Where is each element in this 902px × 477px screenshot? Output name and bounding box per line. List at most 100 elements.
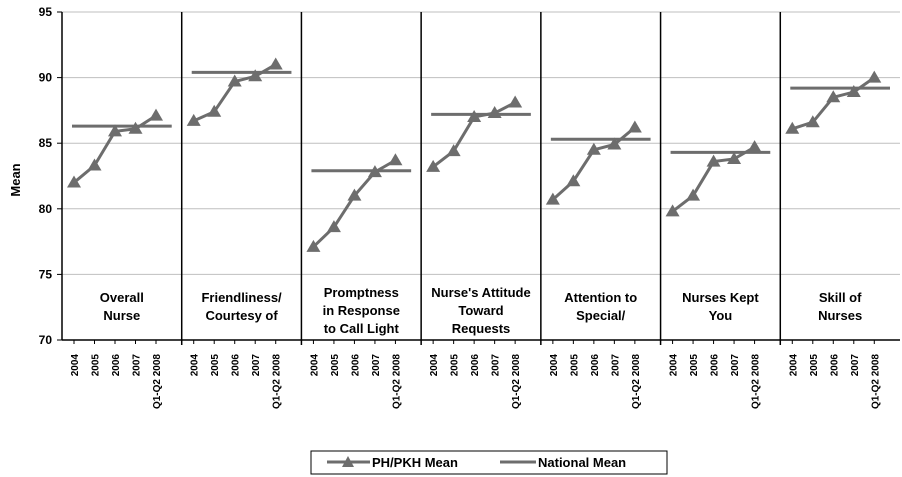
x-tick-label: 2007 (251, 354, 262, 377)
x-tick-label: Q1-Q2 2008 (870, 354, 881, 409)
legend: PH/PKH Mean National Mean (310, 450, 668, 475)
phpkh-marker (306, 239, 321, 252)
x-tick-label: 2004 (190, 354, 201, 377)
panel-label: Nurse (103, 308, 140, 323)
phpkh-marker (426, 159, 441, 172)
x-tick-label: Q1-Q2 2008 (272, 354, 283, 409)
x-tick-label: 2006 (111, 354, 122, 377)
phpkh-marker (566, 174, 581, 187)
legend-triangle-marker (342, 456, 354, 467)
phpkh-marker (487, 106, 502, 119)
panel-label: Courtesy of (205, 308, 278, 323)
x-tick-label: 2004 (309, 354, 320, 377)
phpkh-marker (508, 95, 523, 108)
x-tick-label: Q1-Q2 2008 (511, 354, 522, 409)
phpkh-marker (627, 120, 642, 133)
x-tick-label: 2007 (610, 354, 621, 377)
axes: 70 75 80 85 90 95 (39, 5, 900, 347)
phpkh-marker (747, 140, 762, 153)
x-tick-label: 2006 (829, 354, 840, 377)
phpkh-series-line (312, 158, 397, 248)
x-tick-label: 2007 (491, 354, 502, 377)
panel-label: to Call Light (324, 321, 400, 336)
phpkh-marker (607, 137, 622, 150)
x-tick-label: 2004 (788, 354, 799, 377)
panel-label: in Response (323, 303, 400, 318)
phpkh-marker (248, 69, 263, 82)
phpkh-marker (727, 151, 742, 164)
panel-label: Requests (452, 321, 511, 336)
phpkh-marker (665, 204, 680, 217)
x-tick-label: 2004 (429, 354, 440, 377)
legend-label-phpkh: PH/PKH Mean (372, 455, 458, 470)
panel-label: You (709, 308, 733, 323)
panel-label: Nurse's Attitude (431, 285, 530, 300)
phpkh-marker (785, 121, 800, 134)
x-tick-label: 2005 (91, 354, 102, 377)
x-tick-label: 2005 (689, 354, 700, 377)
x-tick-label: Q1-Q2 2008 (152, 354, 163, 409)
x-tick-label: Q1-Q2 2008 (631, 354, 642, 409)
y-axis-title: Mean (8, 163, 23, 196)
y-tick-label: 90 (39, 71, 53, 85)
phpkh-marker (367, 165, 382, 178)
panel-label: Friendliness/ (201, 290, 282, 305)
phpkh-marker (586, 142, 601, 155)
phpkh-marker (867, 70, 882, 83)
panel-label: Toward (458, 303, 503, 318)
panel-label: Promptness (324, 285, 399, 300)
y-tick-label: 95 (39, 5, 53, 19)
x-tick-label: 2006 (470, 354, 481, 377)
x-tick-label: 2005 (210, 354, 221, 377)
x-tick-label: 2007 (371, 354, 382, 377)
x-tick-label: Q1-Q2 2008 (391, 354, 402, 409)
phpkh-marker (826, 90, 841, 103)
phpkh-marker (67, 175, 81, 188)
x-tick-label: 2007 (132, 354, 143, 377)
x-tick-label: 2006 (231, 354, 242, 377)
x-tick-label: 2005 (569, 354, 580, 377)
x-tick-label: 2006 (350, 354, 361, 377)
phpkh-marker (388, 153, 403, 166)
phpkh-marker (326, 220, 341, 233)
panel-label: Attention to (564, 290, 637, 305)
x-tick-label: 2005 (809, 354, 820, 377)
series (67, 57, 890, 252)
x-tick-label: 2005 (330, 354, 341, 377)
panel-label: Special/ (576, 308, 626, 323)
y-tick-label: 70 (39, 333, 53, 347)
phpkh-marker (846, 85, 861, 98)
phpkh-marker (207, 104, 222, 117)
phpkh-marker (467, 109, 482, 122)
x-tick-label: 2004 (549, 354, 560, 377)
phpkh-marker (347, 188, 362, 201)
phpkh-marker (128, 121, 143, 134)
phpkh-marker (186, 113, 201, 126)
phpkh-marker (805, 115, 820, 128)
x-tick-label: 2004 (669, 354, 680, 377)
x-tick-label: 2006 (590, 354, 601, 377)
phpkh-marker (686, 188, 701, 201)
y-tick-label: 80 (39, 202, 53, 216)
legend-box (310, 450, 668, 475)
panel-label: Nurses Kept (682, 290, 759, 305)
phpkh-marker (149, 108, 163, 121)
phpkh-marker (706, 154, 721, 167)
x-tick-labels: 2004 2005 2006 2007 Q1-Q2 2008 2004 2005 2006 20… (70, 354, 881, 409)
panel-label: Overall (100, 290, 144, 305)
legend-label-national: National Mean (538, 455, 626, 470)
x-tick-label: 2005 (450, 354, 461, 377)
phpkh-marker (108, 124, 122, 137)
panel-label: Nurses (818, 308, 862, 323)
x-tick-label: 2006 (710, 354, 721, 377)
panels: Overall Nurse Friendliness/Courtesy of Prom… (100, 12, 862, 345)
phpkh-marker (268, 57, 283, 70)
x-tick-label: 2007 (850, 354, 861, 377)
phpkh-series-line (791, 76, 876, 131)
phpkh-marker (87, 158, 102, 171)
x-tick-label: 2004 (70, 354, 81, 377)
x-tick-label: Q1-Q2 2008 (751, 354, 762, 409)
panel-label: Skill of (819, 290, 862, 305)
y-tick-label: 85 (39, 136, 53, 150)
